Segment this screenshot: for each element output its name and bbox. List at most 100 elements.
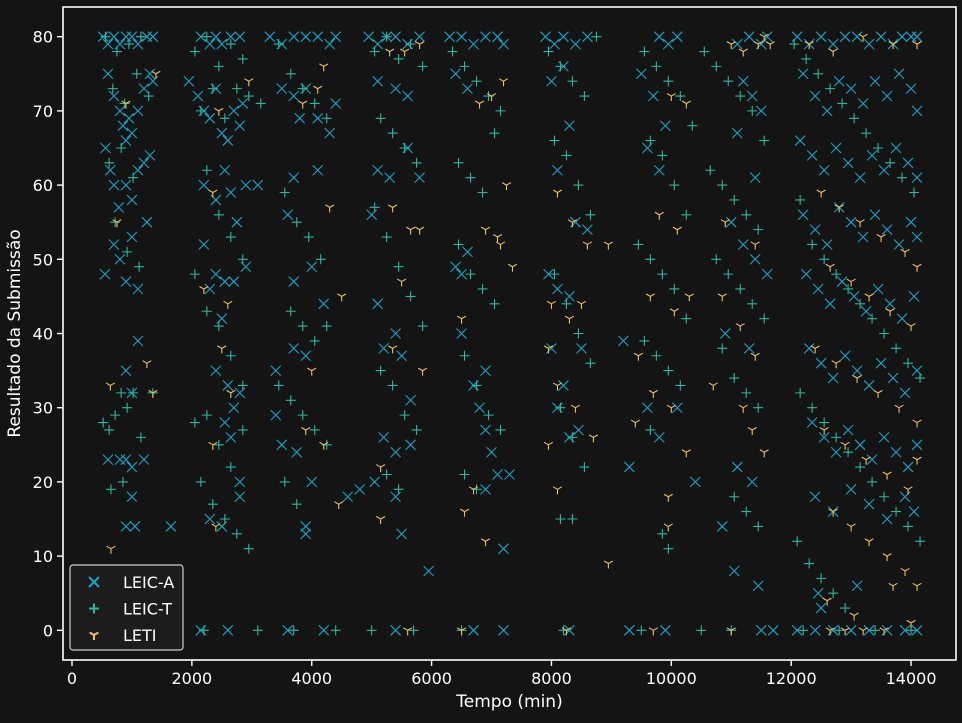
- data-point: [840, 441, 850, 450]
- data-point: [312, 112, 324, 124]
- data-point: [319, 63, 329, 72]
- data-point: [223, 300, 233, 309]
- data-point: [195, 476, 206, 487]
- data-point: [378, 431, 390, 443]
- series-leti: [105, 33, 922, 636]
- data-point: [116, 142, 127, 153]
- data-point: [219, 113, 230, 124]
- data-point: [804, 558, 815, 569]
- data-point: [663, 493, 673, 502]
- data-point: [122, 246, 133, 257]
- data-point: [201, 410, 212, 421]
- data-point: [237, 380, 248, 391]
- data-point: [291, 446, 303, 458]
- data-point: [726, 627, 736, 636]
- data-point: [474, 402, 485, 414]
- x-tick-label: 10000: [646, 669, 697, 688]
- data-point: [387, 128, 398, 139]
- data-point: [376, 516, 386, 525]
- data-point: [334, 501, 344, 510]
- data-point: [831, 269, 842, 280]
- data-point: [738, 48, 748, 57]
- data-point: [112, 219, 122, 228]
- data-point: [144, 68, 156, 80]
- data-point: [450, 261, 461, 273]
- data-point: [354, 483, 366, 495]
- legend-marker: [89, 631, 99, 640]
- data-point: [840, 603, 851, 614]
- data-point: [486, 93, 497, 102]
- data-point: [645, 424, 656, 435]
- data-point: [198, 625, 209, 636]
- data-point: [633, 239, 644, 250]
- data-point: [672, 226, 682, 235]
- data-point: [792, 536, 803, 547]
- data-point: [603, 560, 614, 569]
- x-tick-label: 12000: [766, 669, 817, 688]
- data-point: [747, 426, 757, 435]
- data-point: [663, 76, 674, 87]
- x-tick-label: 2000: [171, 669, 212, 688]
- data-point: [222, 624, 234, 636]
- data-point: [123, 112, 135, 124]
- data-point: [405, 439, 416, 451]
- data-point: [623, 624, 635, 636]
- data-point: [726, 41, 736, 50]
- data-point: [480, 31, 491, 43]
- data-point: [110, 217, 121, 228]
- data-point: [824, 298, 836, 310]
- data-point: [800, 268, 812, 280]
- data-point: [201, 31, 212, 42]
- data-point: [231, 83, 242, 94]
- data-point: [843, 283, 854, 294]
- data-point: [846, 278, 856, 287]
- data-point: [711, 254, 722, 265]
- data-point: [797, 68, 809, 80]
- data-point: [128, 387, 139, 398]
- data-point: [459, 61, 470, 72]
- data-point: [909, 187, 920, 198]
- data-point: [342, 491, 354, 503]
- data-point: [867, 476, 878, 487]
- data-point: [423, 565, 434, 577]
- data-point: [735, 323, 745, 332]
- data-point: [639, 335, 650, 346]
- data-point: [108, 179, 120, 191]
- data-point: [300, 350, 312, 362]
- data-point: [199, 286, 209, 294]
- data-point: [711, 61, 722, 72]
- data-point: [492, 31, 503, 43]
- data-point: [807, 402, 818, 413]
- data-point: [113, 201, 125, 213]
- data-point: [120, 521, 132, 532]
- data-point: [851, 580, 863, 592]
- data-point: [208, 441, 218, 450]
- data-point: [561, 150, 572, 161]
- data-point: [855, 298, 866, 309]
- data-point: [738, 404, 748, 413]
- data-point: [911, 105, 923, 117]
- data-point: [183, 75, 195, 87]
- data-point: [741, 209, 752, 220]
- data-point: [102, 38, 114, 50]
- data-point: [603, 241, 614, 250]
- data-point: [201, 306, 212, 317]
- data-point: [861, 456, 871, 465]
- data-point: [851, 31, 863, 43]
- data-point: [735, 91, 746, 102]
- data-point: [639, 46, 650, 57]
- data-point: [915, 373, 926, 384]
- data-point: [858, 33, 868, 42]
- data-point: [761, 268, 773, 280]
- data-point: [388, 345, 398, 354]
- data-point: [570, 38, 581, 50]
- data-point: [855, 462, 866, 473]
- data-point: [798, 625, 809, 636]
- data-point: [319, 441, 329, 450]
- data-point: [132, 283, 144, 295]
- data-point: [869, 75, 881, 87]
- y-axis: 0 10 20 30 40 50 60 70 80: [33, 28, 63, 640]
- data-point: [417, 367, 428, 376]
- data-point: [234, 491, 246, 503]
- data-point: [228, 402, 240, 414]
